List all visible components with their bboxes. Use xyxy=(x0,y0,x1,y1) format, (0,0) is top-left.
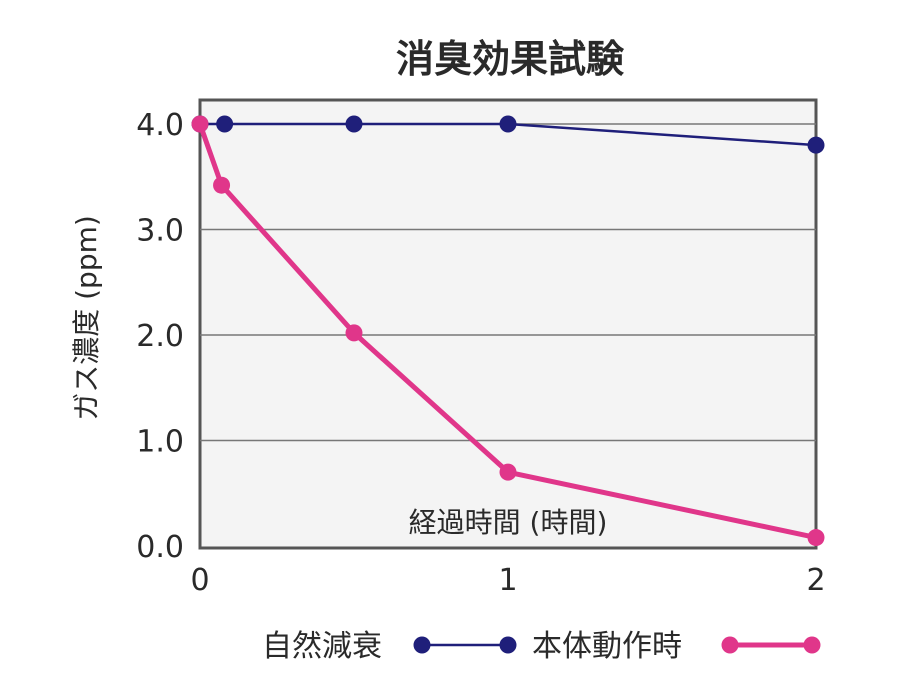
y-tick-label: 1.0 xyxy=(136,425,184,460)
x-tick-label: 1 xyxy=(498,563,517,598)
legend-label: 自然減衰 xyxy=(262,629,382,664)
y-tick-label: 4.0 xyxy=(136,108,184,143)
data-point xyxy=(807,136,825,154)
x-tick-labels: 0 1 2 xyxy=(190,563,825,598)
y-axis-label: ガス濃度 (ppm) xyxy=(70,215,103,421)
legend-item-1: 自然減衰 xyxy=(262,629,517,664)
data-point xyxy=(191,115,209,133)
legend-marker xyxy=(803,636,821,654)
data-point xyxy=(499,115,517,133)
y-tick-label: 2.0 xyxy=(136,319,184,354)
legend-marker xyxy=(721,636,739,654)
x-tick-label: 0 xyxy=(190,563,209,598)
chart-title: 消臭効果試験 xyxy=(396,37,625,81)
legend-label: 本体動作時 xyxy=(532,629,682,664)
x-tick-label: 2 xyxy=(806,563,825,598)
legend-marker xyxy=(499,636,517,654)
data-point xyxy=(499,463,517,481)
legend-marker xyxy=(413,636,431,654)
y-tick-label: 3.0 xyxy=(136,214,184,249)
series-2 xyxy=(191,115,825,547)
series-layer xyxy=(191,115,825,547)
y-tick-labels: 0.0 1.0 2.0 3.0 4.0 xyxy=(136,108,184,565)
plot-area xyxy=(198,98,818,550)
data-point xyxy=(807,529,825,547)
data-point xyxy=(213,176,231,194)
legend-item-2: 本体動作時 xyxy=(532,629,821,664)
data-point xyxy=(345,324,363,342)
y-tick-label: 0.0 xyxy=(136,530,184,565)
legend: 自然減衰 本体動作時 xyxy=(262,629,821,664)
data-point xyxy=(345,115,363,133)
data-point xyxy=(216,115,234,133)
x-axis-label: 経過時間 (時間) xyxy=(409,506,608,539)
